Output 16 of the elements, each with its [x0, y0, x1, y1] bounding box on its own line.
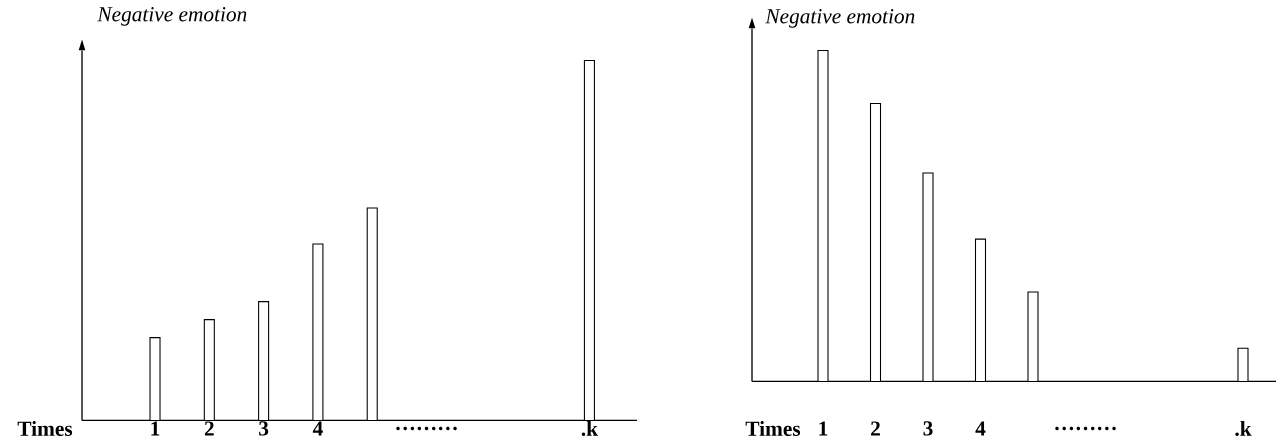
x-tick-label: 4: [312, 421, 323, 436]
x-tick-label: ………: [396, 426, 457, 431]
x-tick-label: 1: [819, 421, 828, 436]
x-tick-label: 2: [871, 421, 880, 436]
x-tick-label: 4: [975, 421, 986, 436]
x-tick-label: .k: [581, 420, 598, 436]
x-axis-title: Times: [17, 420, 73, 436]
x-tick-label: ………: [1055, 426, 1116, 431]
x-axis-title: Times: [745, 420, 801, 436]
y-axis-title: Negative emotion: [765, 9, 915, 28]
x-tick-label: 3: [923, 421, 933, 436]
x-tick-label: 3: [259, 421, 269, 436]
x-tick-label: .k: [1235, 420, 1252, 436]
x-tick-label: 2: [204, 421, 214, 436]
y-axis-title: Negative emotion: [97, 7, 247, 26]
x-tick-label: 1: [151, 421, 160, 436]
